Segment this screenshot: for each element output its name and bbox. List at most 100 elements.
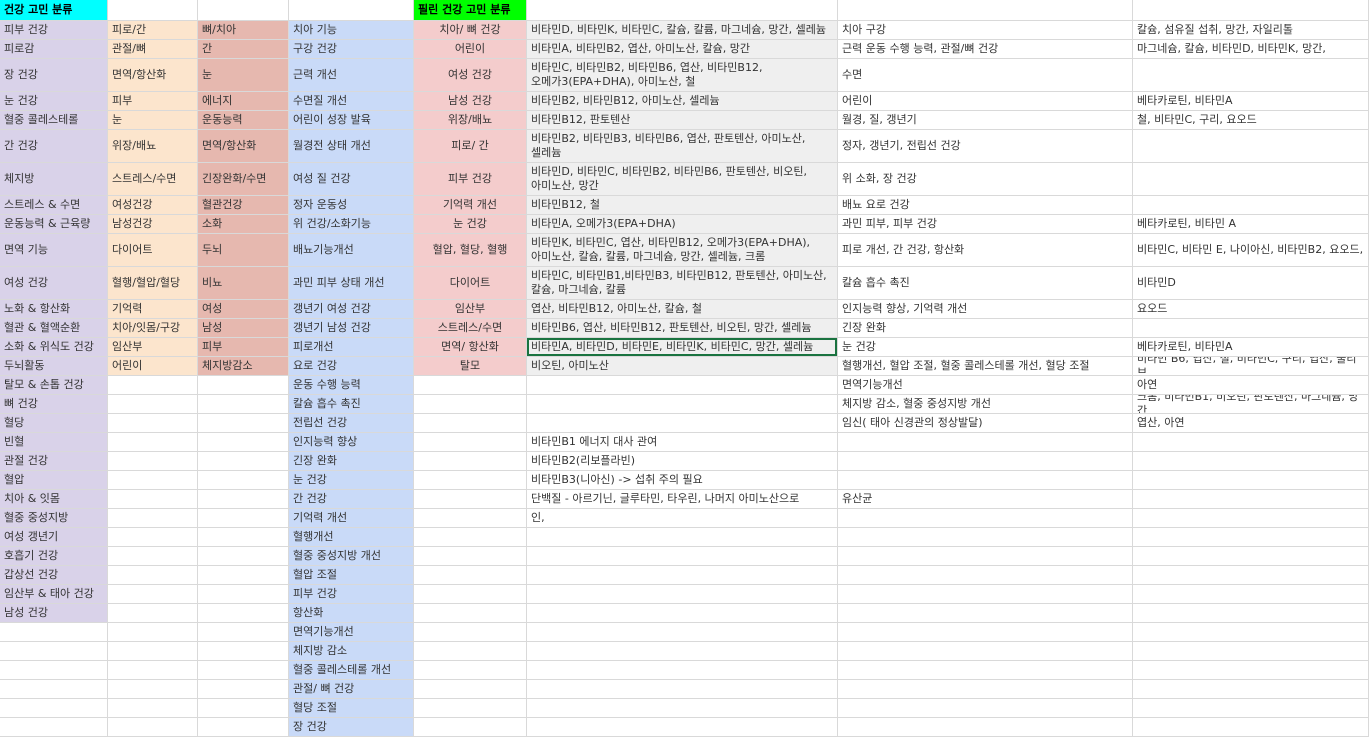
cell-col-b[interactable]: 위장/배뇨 <box>108 130 198 163</box>
empty-cell[interactable] <box>414 585 527 604</box>
cell-col-a[interactable]: 남성 건강 <box>0 604 108 623</box>
cell-col-f[interactable]: 엽산, 비타민B12, 아미노산, 칼슘, 철 <box>527 300 838 319</box>
cell-col-d[interactable]: 과민 피부 상태 개선 <box>289 267 414 300</box>
cell-col-d[interactable]: 면역기능개선 <box>289 623 414 642</box>
cell-col-b[interactable]: 여성건강 <box>108 196 198 215</box>
empty-cell[interactable] <box>527 585 838 604</box>
empty-cell[interactable] <box>1133 490 1369 509</box>
cell-col-c[interactable]: 혈관건강 <box>198 196 289 215</box>
cell-col-g[interactable]: 유산균 <box>838 490 1133 509</box>
cell-col-d[interactable]: 배뇨기능개선 <box>289 234 414 267</box>
empty-cell[interactable] <box>527 566 838 585</box>
cell-col-e[interactable]: 임산부 <box>414 300 527 319</box>
empty-cell[interactable] <box>1133 718 1369 737</box>
cell-col-g[interactable]: 임신( 태아 신경관의 정상발달) <box>838 414 1133 433</box>
empty-cell[interactable] <box>1133 547 1369 566</box>
empty-cell[interactable] <box>1133 623 1369 642</box>
empty-cell[interactable] <box>527 642 838 661</box>
cell-col-f[interactable]: 비타민B6, 엽산, 비타민B12, 판토텐산, 비오틴, 망간, 셀레늄 <box>527 319 838 338</box>
cell-col-e[interactable]: 여성 건강 <box>414 59 527 92</box>
empty-cell[interactable] <box>108 604 198 623</box>
cell-col-g[interactable]: 칼슘 흡수 촉진 <box>838 267 1133 300</box>
cell-col-f-note[interactable]: 비타민B3(니아신) -> 섭취 주의 필요 <box>527 471 838 490</box>
cell-col-h[interactable]: 마그네슘, 칼슘, 비타민D, 비타민K, 망간, <box>1133 40 1369 59</box>
cell-col-f[interactable]: 비타민K, 비타민C, 엽산, 비타민B12, 오메가3(EPA+DHA), 아… <box>527 234 838 267</box>
empty-cell[interactable] <box>414 623 527 642</box>
cell-col-f[interactable]: 비타민B12, 철 <box>527 196 838 215</box>
cell-col-h[interactable]: 비타민 B6, 엽산, 철, 비타민C, 구리, 엽산, 불리브 <box>1133 357 1369 376</box>
cell-col-a[interactable]: 임산부 & 태아 건강 <box>0 585 108 604</box>
empty-cell[interactable] <box>1133 585 1369 604</box>
cell-col-g[interactable]: 근력 운동 수행 능력, 관절/뼈 건강 <box>838 40 1133 59</box>
empty-cell[interactable] <box>414 528 527 547</box>
empty-cell[interactable] <box>1133 661 1369 680</box>
cell-col-c[interactable]: 비뇨 <box>198 267 289 300</box>
empty-cell[interactable] <box>1133 433 1369 452</box>
cell-col-h[interactable]: 비타민D <box>1133 267 1369 300</box>
empty-cell[interactable] <box>0 661 108 680</box>
cell-col-a[interactable]: 눈 건강 <box>0 92 108 111</box>
empty-cell[interactable] <box>527 395 838 414</box>
cell-col-a[interactable]: 장 건강 <box>0 59 108 92</box>
cell-col-e[interactable]: 피로/ 간 <box>414 130 527 163</box>
empty-cell[interactable] <box>527 680 838 699</box>
cell-col-d[interactable]: 관절/ 뼈 건강 <box>289 680 414 699</box>
cell-col-f[interactable]: 비타민A, 비타민B2, 엽산, 아미노산, 칼슘, 망간 <box>527 40 838 59</box>
cell-col-a[interactable]: 운동능력 & 근육량 <box>0 215 108 234</box>
cell-col-b[interactable]: 혈행/혈압/혈당 <box>108 267 198 300</box>
empty-cell[interactable] <box>198 642 289 661</box>
cell-col-a[interactable]: 노화 & 항산화 <box>0 300 108 319</box>
empty-cell[interactable] <box>108 718 198 737</box>
cell-col-b[interactable]: 어린이 <box>108 357 198 376</box>
cell-col-g[interactable]: 과민 피부, 피부 건강 <box>838 215 1133 234</box>
cell-col-a[interactable]: 탈모 & 손톱 건강 <box>0 376 108 395</box>
empty-cell[interactable] <box>1133 471 1369 490</box>
cell-col-f[interactable]: 비타민B12, 판토텐산 <box>527 111 838 130</box>
empty-cell[interactable] <box>198 585 289 604</box>
cell-col-h[interactable]: 요오드 <box>1133 300 1369 319</box>
empty-cell[interactable] <box>108 471 198 490</box>
cell-col-d[interactable]: 눈 건강 <box>289 471 414 490</box>
empty-cell[interactable] <box>0 680 108 699</box>
cell-col-d[interactable]: 장 건강 <box>289 718 414 737</box>
empty-cell[interactable] <box>838 509 1133 528</box>
empty-cell[interactable] <box>198 528 289 547</box>
empty-cell[interactable] <box>414 433 527 452</box>
cell-col-c[interactable]: 뼈/치아 <box>198 21 289 40</box>
empty-cell[interactable] <box>198 699 289 718</box>
cell-col-f[interactable]: 비타민B2, 비타민B3, 비타민B6, 엽산, 판토텐산, 아미노산, 셀레늄 <box>527 130 838 163</box>
empty-cell[interactable] <box>414 395 527 414</box>
cell-col-a[interactable]: 치아 & 잇몸 <box>0 490 108 509</box>
empty-cell[interactable] <box>108 661 198 680</box>
cell-col-g[interactable]: 인지능력 향상, 기억력 개선 <box>838 300 1133 319</box>
cell-col-b[interactable]: 기억력 <box>108 300 198 319</box>
cell-col-f[interactable]: 비타민D, 비타민K, 비타민C, 칼슘, 칼륨, 마그네슘, 망간, 셀레늄 <box>527 21 838 40</box>
empty-cell[interactable] <box>527 414 838 433</box>
cell-col-e[interactable]: 기억력 개선 <box>414 196 527 215</box>
empty-cell[interactable] <box>198 661 289 680</box>
cell-col-a[interactable]: 관절 건강 <box>0 452 108 471</box>
empty-cell[interactable] <box>527 718 838 737</box>
cell-col-d[interactable]: 혈중 콜레스테롤 개선 <box>289 661 414 680</box>
cell-col-d[interactable]: 혈중 중성지방 개선 <box>289 547 414 566</box>
cell-col-d[interactable]: 항산화 <box>289 604 414 623</box>
cell-col-a[interactable]: 호흡기 건강 <box>0 547 108 566</box>
empty-cell[interactable] <box>108 547 198 566</box>
cell-col-h[interactable]: 아연 <box>1133 376 1369 395</box>
empty-cell[interactable] <box>108 414 198 433</box>
empty-cell[interactable] <box>414 509 527 528</box>
empty-cell[interactable] <box>414 414 527 433</box>
cell-col-h[interactable]: 엽산, 아연 <box>1133 414 1369 433</box>
empty-cell[interactable] <box>414 490 527 509</box>
empty-cell[interactable] <box>198 490 289 509</box>
cell-col-c[interactable]: 소화 <box>198 215 289 234</box>
header-health-category[interactable]: 건강 고민 분류 <box>0 0 108 21</box>
cell-col-d[interactable]: 피로개선 <box>289 338 414 357</box>
empty-cell[interactable] <box>838 566 1133 585</box>
cell-col-e[interactable]: 어린이 <box>414 40 527 59</box>
empty-cell[interactable] <box>1133 0 1369 21</box>
cell-col-c[interactable]: 피부 <box>198 338 289 357</box>
cell-col-c[interactable]: 운동능력 <box>198 111 289 130</box>
cell-col-c[interactable]: 두뇌 <box>198 234 289 267</box>
empty-cell[interactable] <box>838 642 1133 661</box>
